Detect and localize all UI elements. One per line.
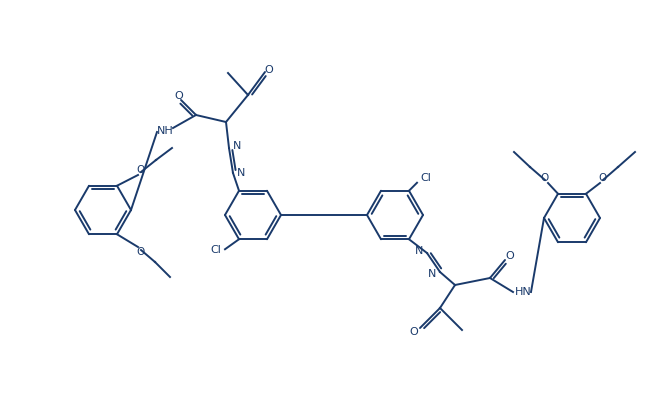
Text: O: O — [136, 247, 144, 257]
Text: N: N — [428, 269, 436, 279]
Text: N: N — [237, 168, 245, 178]
Text: O: O — [599, 173, 607, 183]
Text: Cl: Cl — [420, 173, 432, 183]
Text: Cl: Cl — [211, 245, 221, 255]
Text: O: O — [136, 165, 144, 175]
Text: HN: HN — [514, 287, 531, 297]
Text: N: N — [233, 141, 241, 151]
Text: O: O — [410, 327, 418, 337]
Text: O: O — [265, 65, 273, 75]
Text: N: N — [415, 246, 423, 256]
Text: NH: NH — [156, 126, 174, 136]
Text: O: O — [541, 173, 549, 183]
Text: O: O — [506, 251, 514, 261]
Text: O: O — [174, 91, 184, 101]
